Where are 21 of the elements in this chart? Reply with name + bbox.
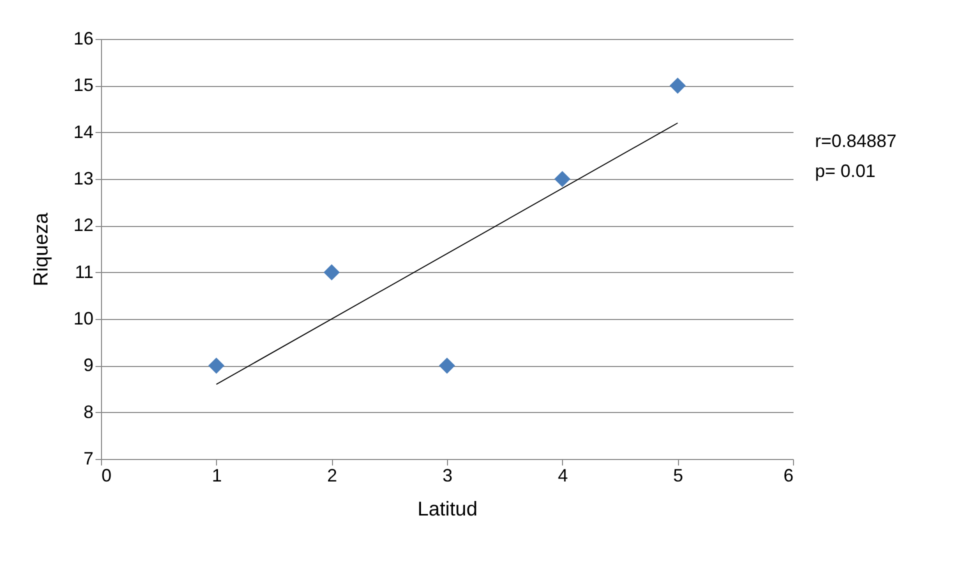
y-tick-label: 12 (73, 215, 94, 236)
y-tick-label: 11 (74, 262, 94, 282)
text: r=0.84887 (815, 131, 897, 151)
x-tick-label: 3 (442, 466, 453, 486)
y-tick-label: 9 (83, 355, 94, 376)
y-tick-label: 13 (73, 168, 94, 188)
y-tick-label: 7 (83, 448, 94, 468)
y-tick-label: 10 (73, 308, 94, 328)
x-tick-label: 1 (212, 466, 222, 486)
y-tick-label: 16 (73, 28, 94, 48)
x-tick-label: 4 (558, 466, 568, 486)
x-tick-label: 2 (327, 466, 338, 486)
x-tick-label: 5 (673, 466, 684, 486)
y-tick-label: 14 (73, 122, 94, 142)
text: p= 0.01 (815, 161, 876, 181)
y-tick-label: 8 (83, 402, 94, 422)
y-tick-label: 15 (73, 75, 94, 96)
x-tick-label: 0 (102, 466, 112, 486)
y-axis-title: Riqueza (30, 212, 52, 286)
x-axis-title: Latitud (417, 498, 478, 520)
x-tick-label: 6 (783, 466, 794, 486)
